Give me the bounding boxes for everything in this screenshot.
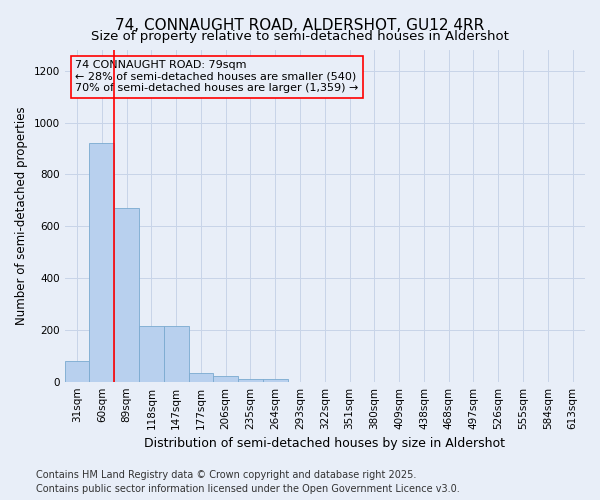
Text: Contains HM Land Registry data © Crown copyright and database right 2025.
Contai: Contains HM Land Registry data © Crown c… [36,470,460,494]
Text: Size of property relative to semi-detached houses in Aldershot: Size of property relative to semi-detach… [91,30,509,43]
Y-axis label: Number of semi-detached properties: Number of semi-detached properties [15,106,28,325]
Bar [238,378,263,382]
Bar [188,372,214,382]
Bar [114,208,139,382]
Text: 74, CONNAUGHT ROAD, ALDERSHOT, GU12 4RR: 74, CONNAUGHT ROAD, ALDERSHOT, GU12 4RR [115,18,485,32]
Bar [65,361,89,382]
Bar [139,326,164,382]
Bar [164,326,188,382]
Bar [89,144,114,382]
Bar [214,376,238,382]
X-axis label: Distribution of semi-detached houses by size in Aldershot: Distribution of semi-detached houses by … [145,437,505,450]
Bar [263,378,287,382]
Text: 74 CONNAUGHT ROAD: 79sqm
← 28% of semi-detached houses are smaller (540)
70% of : 74 CONNAUGHT ROAD: 79sqm ← 28% of semi-d… [75,60,358,93]
